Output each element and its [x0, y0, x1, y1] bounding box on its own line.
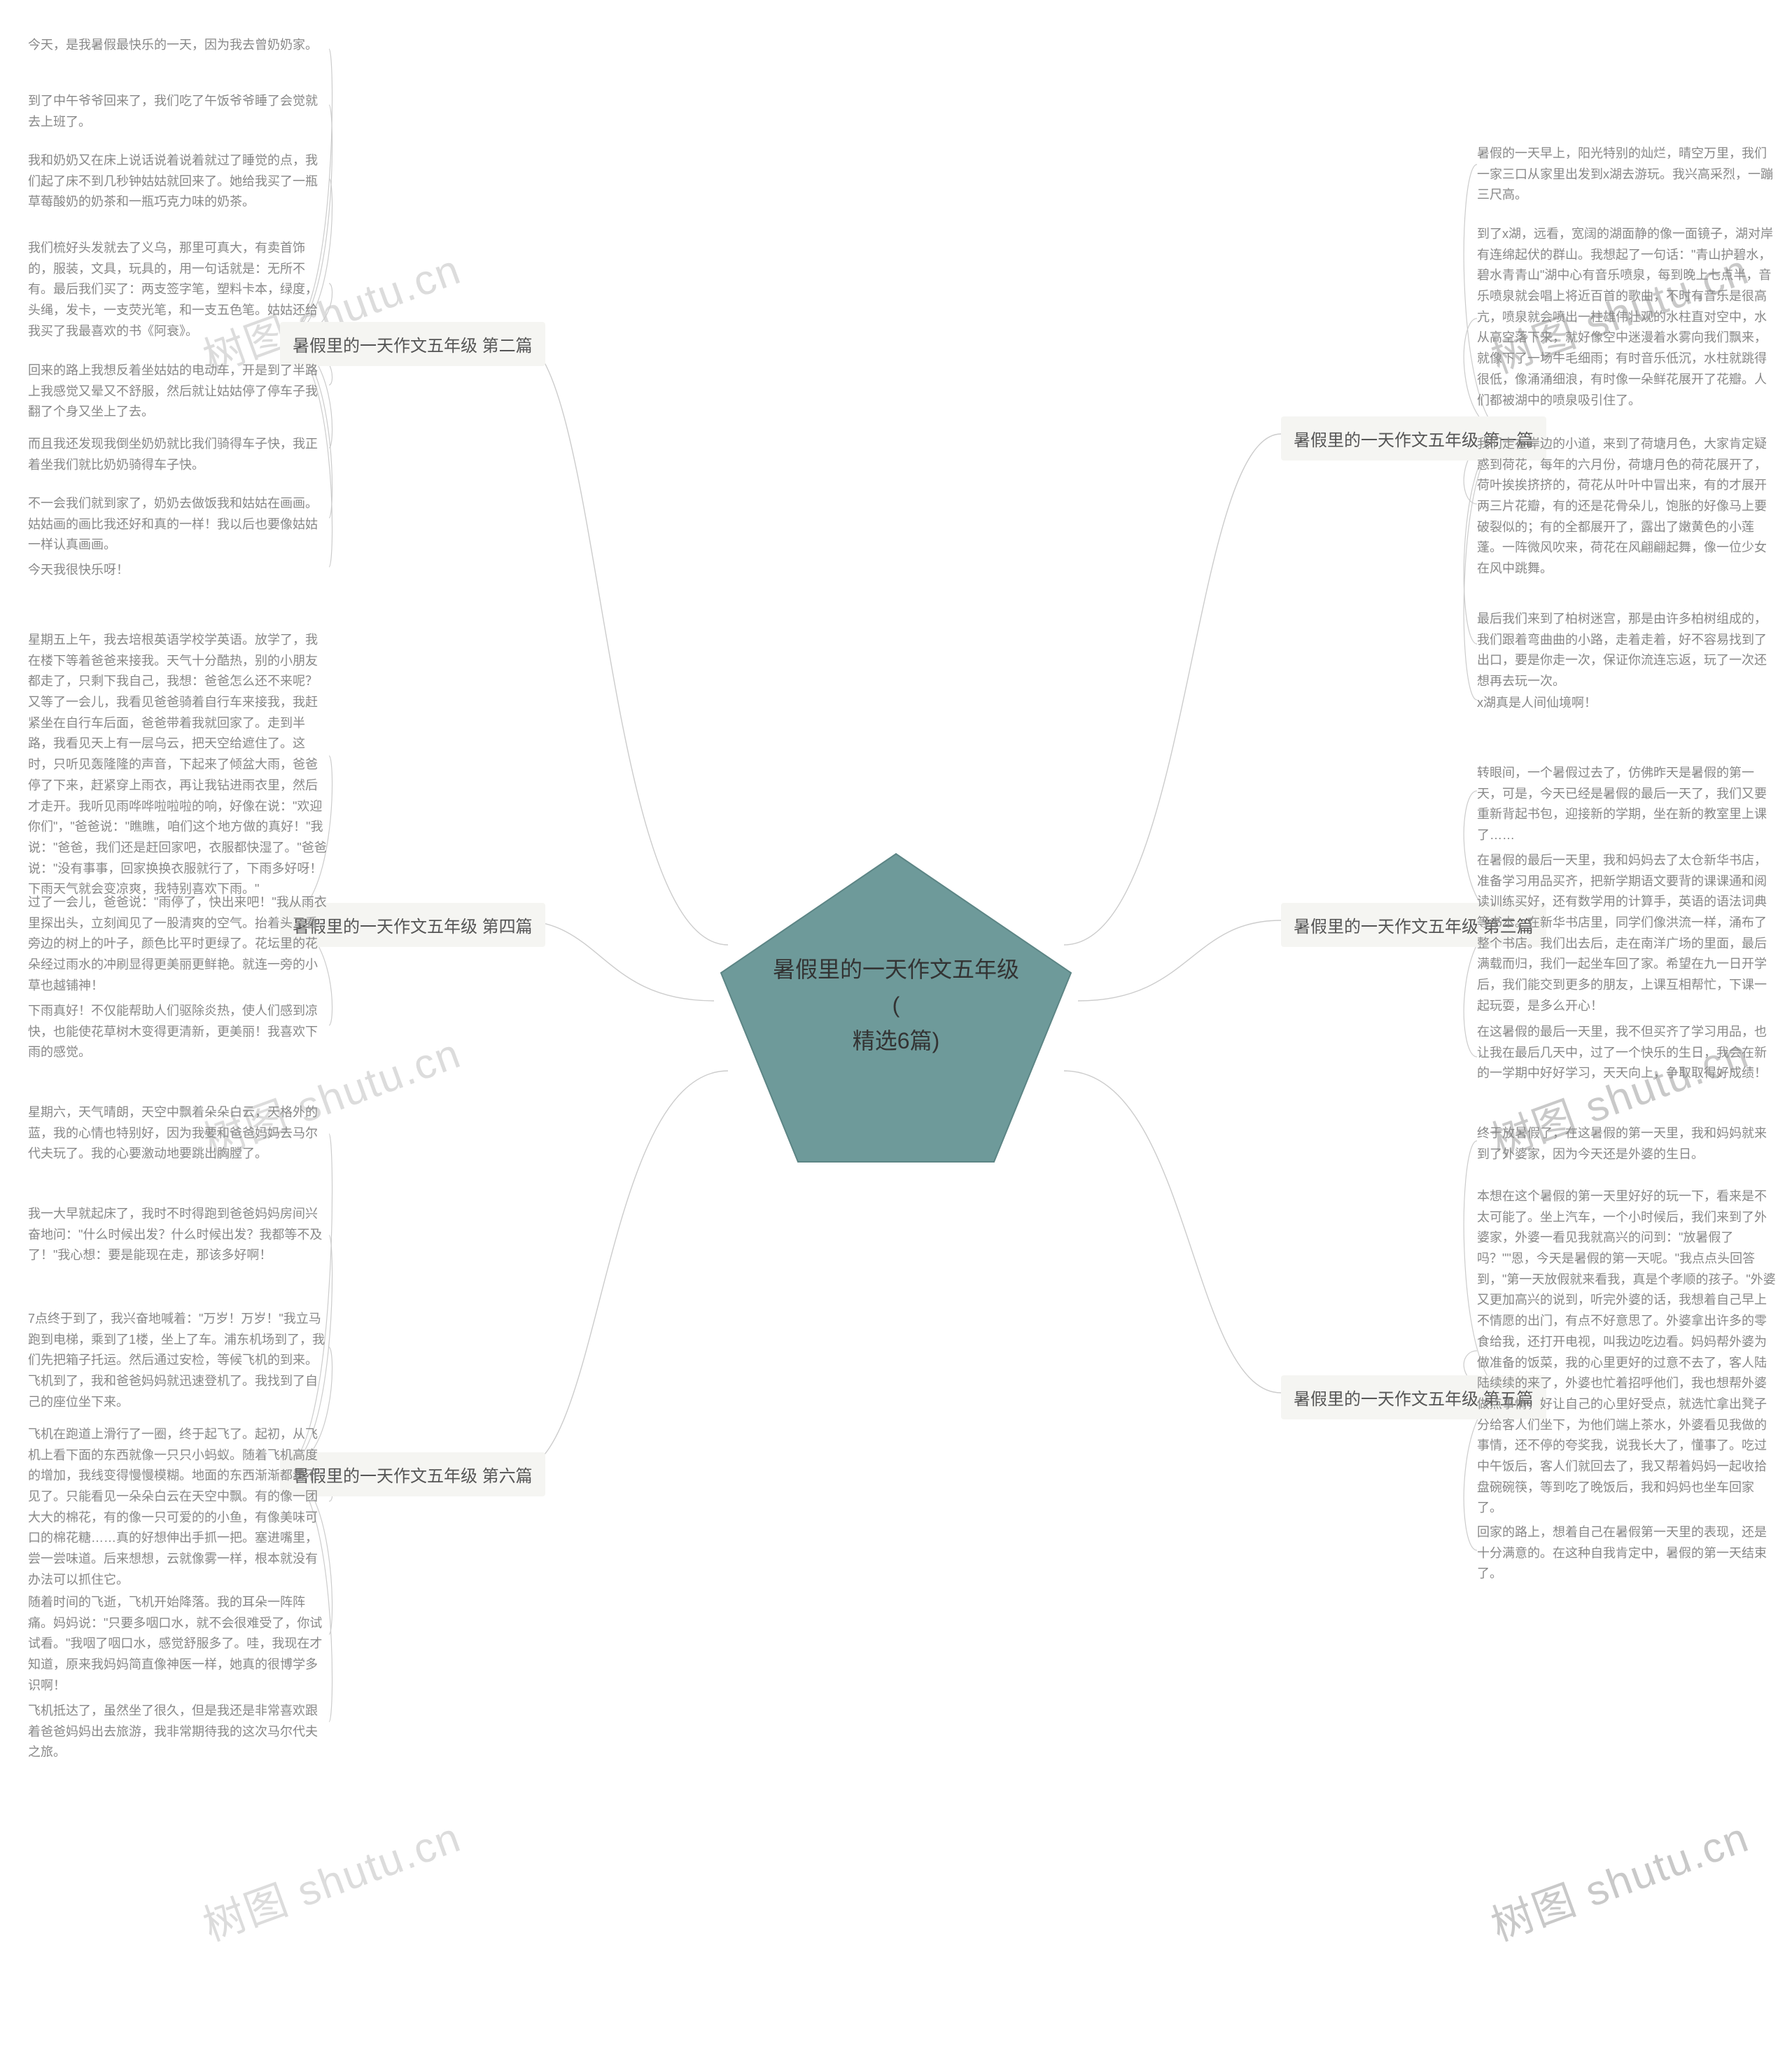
leaf-b2-4: 回来的路上我想反着坐姑姑的电动车，开是到了半路上我感觉又晕又不舒服，然后就让姑姑… — [28, 360, 329, 423]
leaf-b3-0: 转眼间，一个暑假过去了，仿佛昨天是暑假的第一天，可是，今天已经是暑假的最后一天了… — [1477, 763, 1778, 846]
central-title-line2: 精选6篇) — [853, 1028, 939, 1053]
leaf-b1-2: 我们走在岸边的小道，来到了荷塘月色，大家肯定疑惑到荷花，每年的六月份，荷塘月色的… — [1477, 434, 1778, 580]
leaf-b4-0: 星期五上午，我去培根英语学校学英语。放学了，我在楼下等着爸爸来接我。天气十分酷热… — [28, 630, 329, 900]
leaf-b6-5: 飞机抵达了，虽然坐了很久，但是我还是非常喜欢跟着爸爸妈妈出去旅游，我非常期待我的… — [28, 1701, 329, 1763]
watermark: 树图 shutu.cn — [194, 1804, 468, 1953]
leaf-b2-0: 今天，是我暑假最快乐的一天，因为我去曾奶奶家。 — [28, 35, 329, 56]
watermark: 树图 shutu.cn — [1482, 1804, 1756, 1953]
leaf-b1-0: 暑假的一天早上，阳光特别的灿烂，晴空万里，我们一家三口从家里出发到x湖去游玩。我… — [1477, 143, 1778, 206]
leaf-b2-5: 而且我还发现我倒坐奶奶就比我们骑得车子快，我正着坐我们就比奶奶骑得车子快。 — [28, 434, 329, 475]
central-title: 暑假里的一天作文五年级( 精选6篇) — [714, 952, 1078, 1060]
leaf-b6-3: 飞机在跑道上滑行了一圈，终于起飞了。起初，从飞机上看下面的东西就像一只只小蚂蚁。… — [28, 1424, 329, 1591]
leaf-b3-2: 在这暑假的最后一天里，我不但买齐了学习用品，也让我在最后几天中，过了一个快乐的生… — [1477, 1022, 1778, 1084]
leaf-b2-1: 到了中午爷爷回来了，我们吃了午饭爷爷睡了会觉就去上班了。 — [28, 91, 329, 132]
leaf-b6-1: 我一大早就起床了，我时不时得跑到爸爸妈妈房间兴奋地问："什么时候出发？什么时候出… — [28, 1204, 329, 1266]
leaf-b2-3: 我们梳好头发就去了义乌，那里可真大，有卖首饰的，服装，文具，玩具的，用一句话就是… — [28, 238, 329, 342]
leaf-b2-7: 今天我很快乐呀！ — [28, 560, 329, 581]
leaf-b4-2: 下雨真好！不仅能帮助人们驱除炎热，使人们感到凉快，也能使花草树木变得更清新，更美… — [28, 1001, 329, 1063]
leaf-b6-2: 7点终于到了，我兴奋地喊着："万岁！万岁！"我立马跑到电梯，乘到了1楼，坐上了车… — [28, 1309, 329, 1412]
leaf-b1-3: 最后我们来到了柏树迷宫，那是由许多柏树组成的，我们跟着弯曲曲的小路，走着走着，好… — [1477, 609, 1778, 692]
leaf-b2-2: 我和奶奶又在床上说话说着说着就过了睡觉的点，我们起了床不到几秒钟姑姑就回来了。她… — [28, 150, 329, 213]
leaf-b6-4: 随着时间的飞逝，飞机开始降落。我的耳朵一阵阵痛。妈妈说："只要多咽口水，就不会很… — [28, 1592, 329, 1696]
leaf-b1-4: x湖真是人间仙境啊！ — [1477, 693, 1778, 714]
central-title-line1: 暑假里的一天作文五年级( — [773, 957, 1019, 1018]
central-node: 暑假里的一天作文五年级( 精选6篇) — [714, 847, 1078, 1169]
leaf-b1-1: 到了x湖，远看，宽阔的湖面静的像一面镜子，湖对岸有连绵起伏的群山。我想起了一句话… — [1477, 224, 1778, 411]
leaf-b2-6: 不一会我们就到家了，奶奶去做饭我和姑姑在画画。姑姑画的画比我还好和真的一样！我以… — [28, 493, 329, 556]
leaf-b5-0: 终于放暑假了，在这暑假的第一天里，我和妈妈就来到了外婆家，因为今天还是外婆的生日… — [1477, 1123, 1778, 1165]
leaf-b4-1: 过了一会儿，爸爸说："雨停了，快出来吧！"我从雨衣里探出头，立刻闻见了一股清爽的… — [28, 892, 329, 996]
leaf-b6-0: 星期六，天气晴朗，天空中飘着朵朵白云，天格外的蓝，我的心情也特别好，因为我要和爸… — [28, 1102, 329, 1165]
leaf-b3-1: 在暑假的最后一天里，我和妈妈去了太仓新华书店，准备学习用品买齐，把新学期语文要背… — [1477, 850, 1778, 1017]
leaf-b5-2: 回家的路上，想着自己在暑假第一天里的表现，还是十分满意的。在这种自我肯定中，暑假… — [1477, 1522, 1778, 1585]
leaf-b5-1: 本想在这个暑假的第一天里好好的玩一下，看来是不太可能了。坐上汽车，一个小时候后，… — [1477, 1186, 1778, 1519]
